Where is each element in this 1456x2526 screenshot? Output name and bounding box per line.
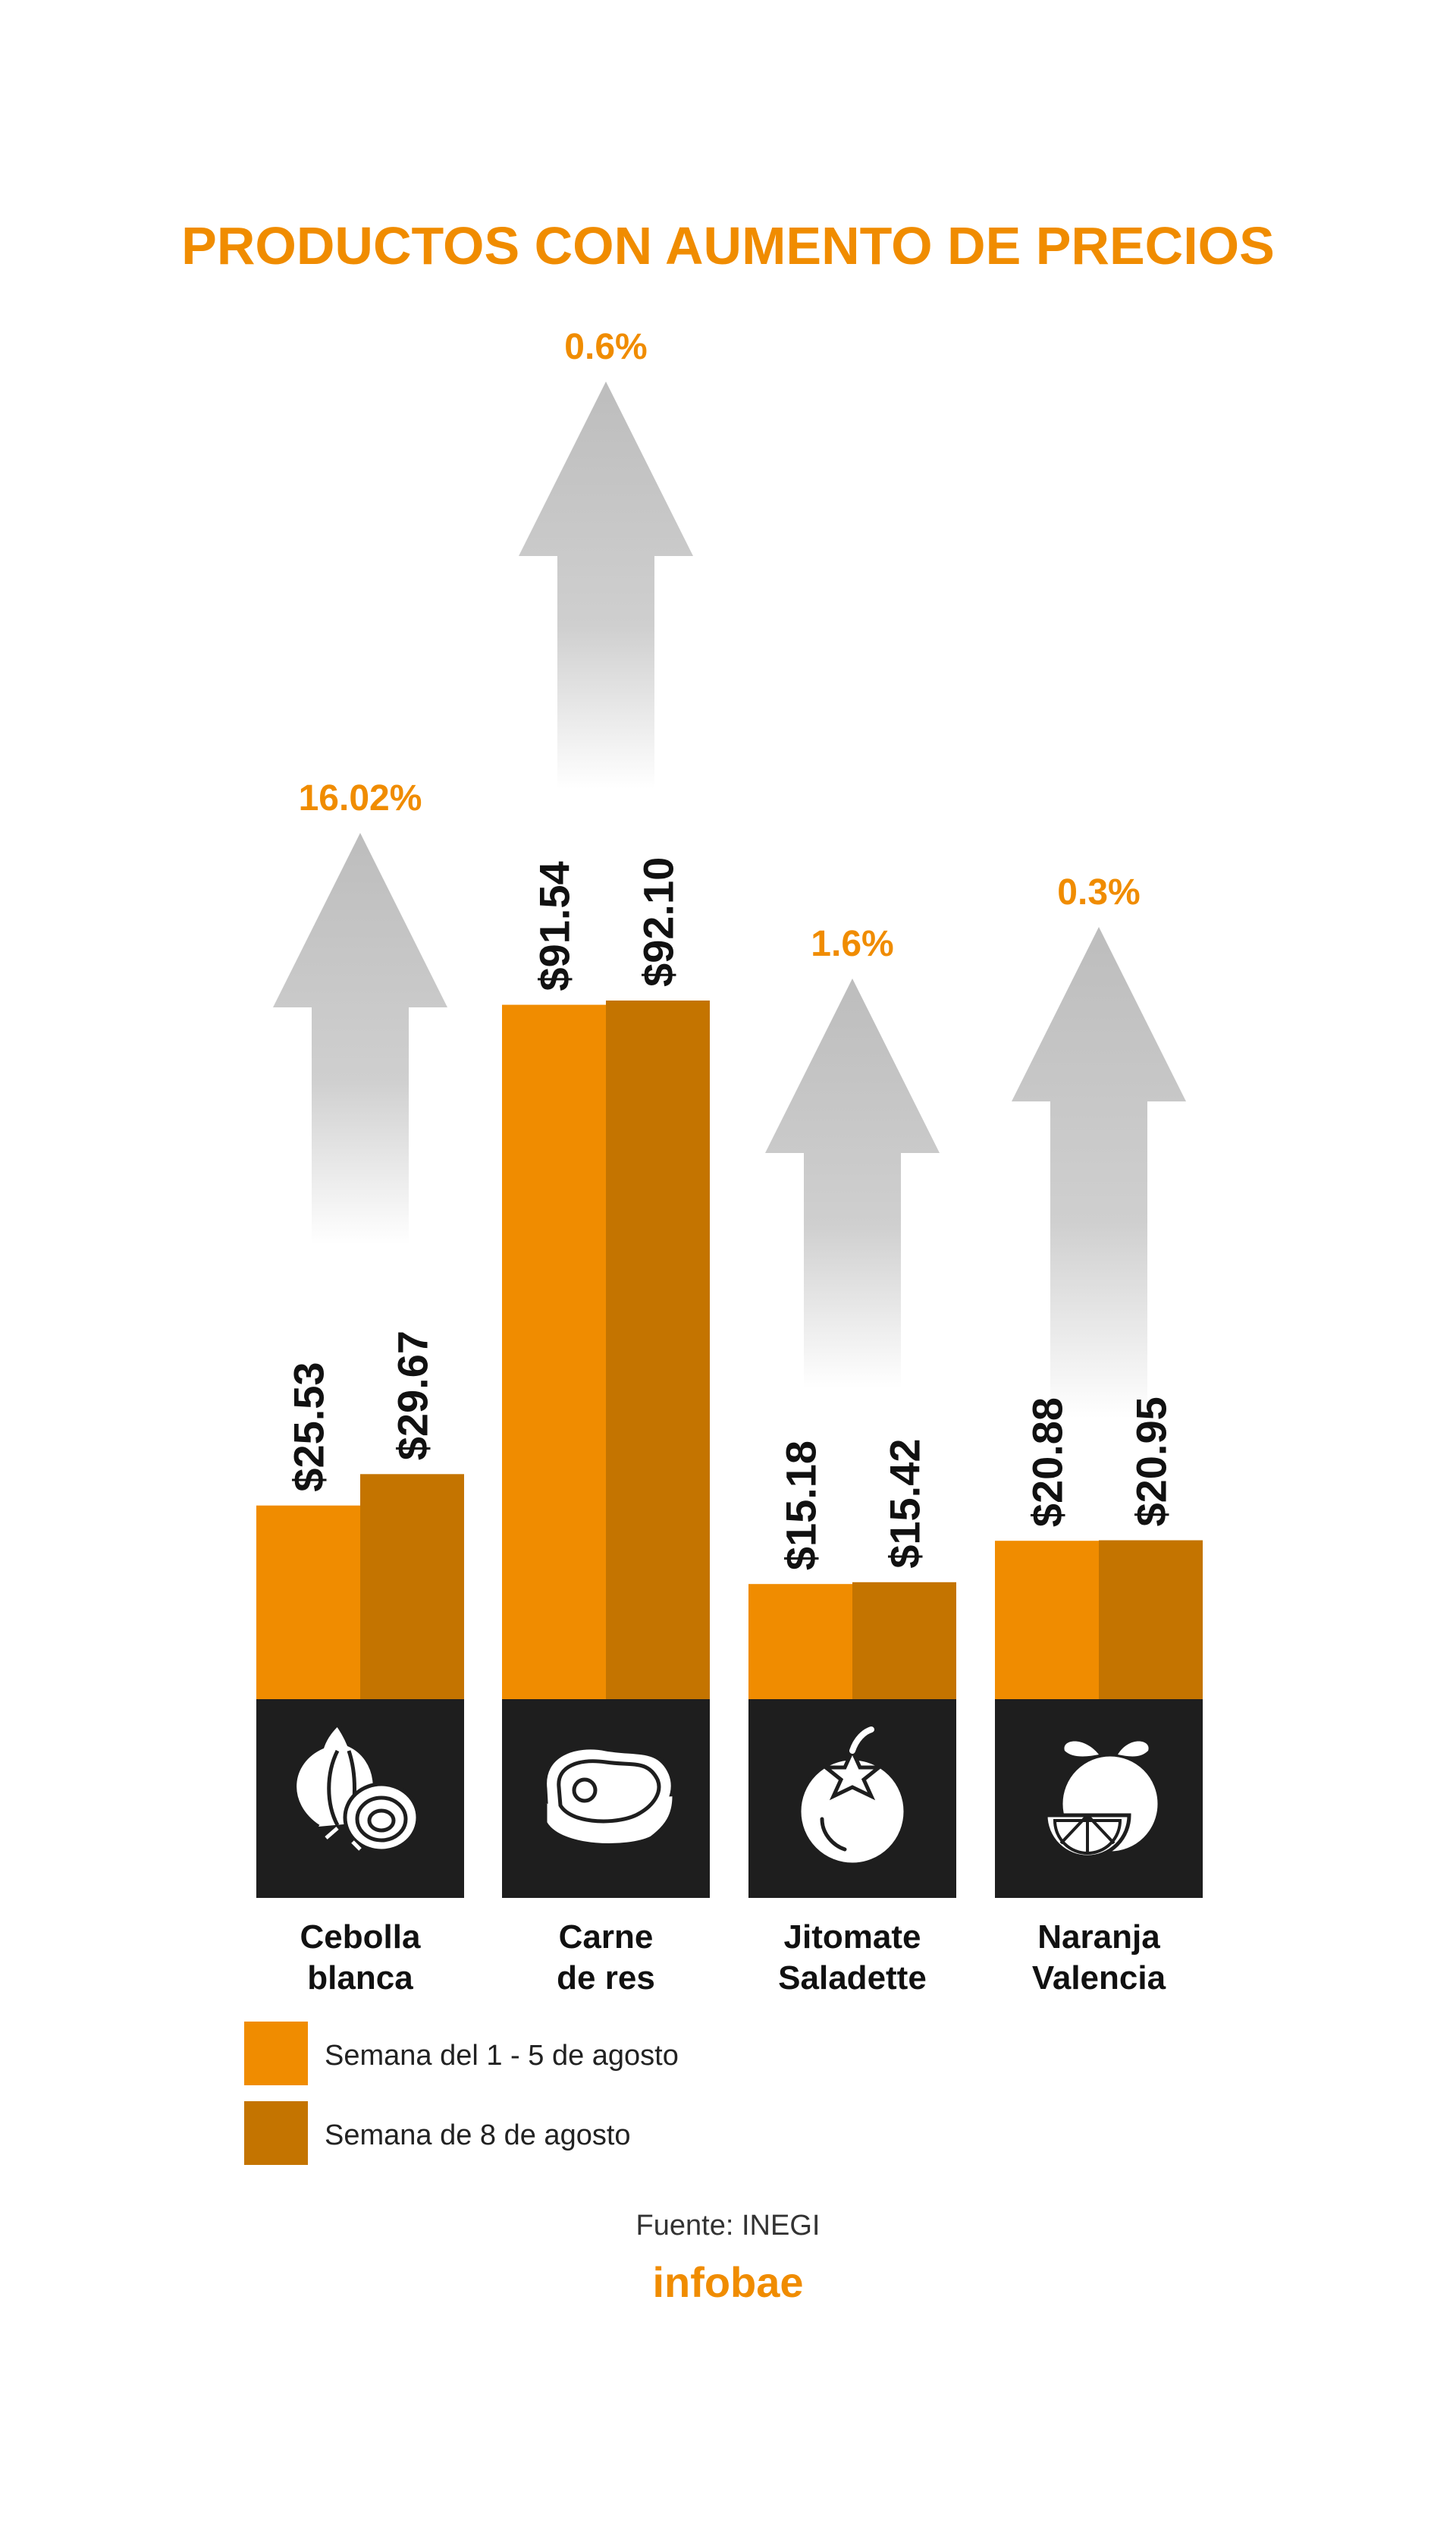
increase-arrow <box>1012 927 1186 1419</box>
bar <box>1099 1540 1203 1699</box>
legend-swatch-week2 <box>244 2101 308 2165</box>
bar <box>606 1001 710 1699</box>
change-label: 0.6% <box>564 327 647 367</box>
category-label-line2: blanca <box>307 1959 413 1997</box>
bar <box>360 1474 464 1699</box>
bars-layer <box>256 1001 1203 1699</box>
bar <box>502 1004 606 1699</box>
change-label: 0.3% <box>1057 872 1140 913</box>
category-label-line1: Carne <box>559 1918 654 1956</box>
arrows-layer <box>273 382 1186 1419</box>
increase-arrow <box>519 382 693 789</box>
category-label-line2: Saladette <box>778 1959 927 1997</box>
bar <box>995 1541 1099 1699</box>
price-label: $92.10 <box>635 857 682 987</box>
increase-arrow <box>273 833 447 1244</box>
steak-icon <box>543 1745 676 1848</box>
price-label: $91.54 <box>531 861 579 991</box>
orange-icon <box>1043 1741 1162 1859</box>
legend: Semana del 1 - 5 de agosto Semana de 8 d… <box>244 2022 679 2165</box>
price-label: $29.67 <box>389 1331 437 1460</box>
icon-panels-layer <box>256 1699 1203 1898</box>
category-label-line1: Cebolla <box>300 1918 421 1956</box>
tomato-icon <box>797 1726 908 1867</box>
category-label-line1: Jitomate <box>784 1918 921 1956</box>
source-note: Fuente: INEGI <box>636 2210 821 2242</box>
category-label-line1: Naranja <box>1037 1918 1160 1956</box>
price-label: $20.88 <box>1024 1397 1072 1527</box>
change-label: 1.6% <box>811 924 893 964</box>
price-label: $15.18 <box>777 1441 825 1570</box>
price-label: $25.53 <box>285 1362 333 1491</box>
change-label: 16.02% <box>299 778 422 818</box>
legend-label-week1: Semana del 1 - 5 de agosto <box>325 2040 679 2072</box>
price-label: $20.95 <box>1128 1397 1175 1526</box>
infobae-logo: infobae <box>652 2258 803 2306</box>
category-label-line2: de res <box>557 1959 655 1997</box>
increase-arrow <box>765 979 940 1388</box>
chart-title: PRODUCTOS CON AUMENTO DE PRECIOS <box>181 216 1275 275</box>
legend-label-week2: Semana de 8 de agosto <box>325 2119 631 2151</box>
bar <box>748 1584 852 1699</box>
bar <box>256 1505 360 1699</box>
price-label: $15.42 <box>881 1439 929 1569</box>
legend-swatch-week1 <box>244 2022 308 2085</box>
onion-icon <box>293 1721 420 1853</box>
bar <box>852 1582 956 1699</box>
category-label-line2: Valencia <box>1032 1959 1166 1997</box>
